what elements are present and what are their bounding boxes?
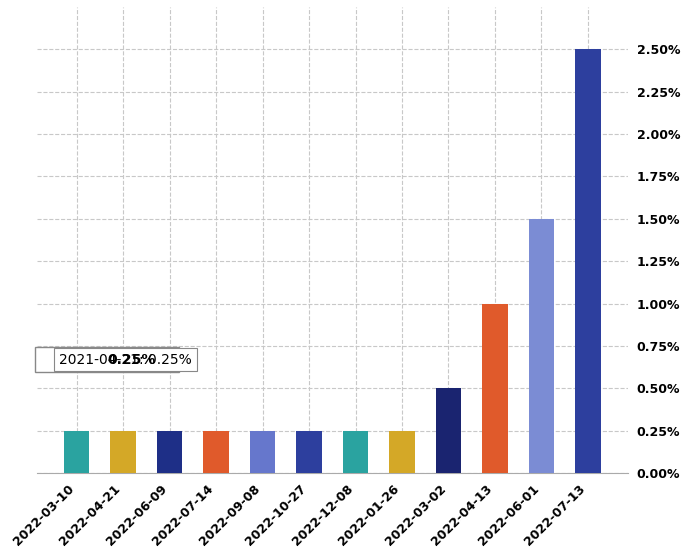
Bar xyxy=(482,304,508,473)
Text: 2021-04-21: 0.25%: 2021-04-21: 0.25% xyxy=(41,352,173,366)
Bar xyxy=(436,388,461,473)
Bar xyxy=(250,431,275,473)
Bar xyxy=(203,431,229,473)
Bar xyxy=(390,431,415,473)
Bar xyxy=(157,431,183,473)
Bar xyxy=(529,219,554,473)
Bar xyxy=(343,431,368,473)
Bar xyxy=(575,49,600,473)
Text: 2021-04-21: 0.25%: 2021-04-21: 0.25% xyxy=(59,352,192,366)
Text: 0.25%: 0.25% xyxy=(107,352,156,366)
Bar xyxy=(64,431,89,473)
Bar xyxy=(111,431,136,473)
Bar xyxy=(296,431,322,473)
